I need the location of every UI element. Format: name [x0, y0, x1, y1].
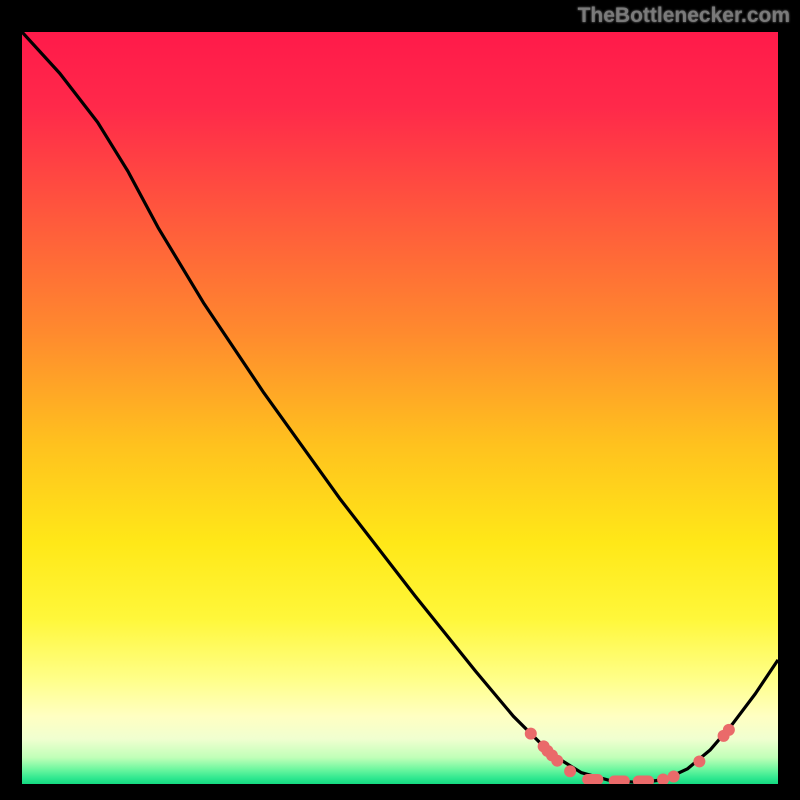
marker-dot-11 — [693, 755, 705, 767]
marker-dot-10 — [668, 770, 680, 782]
marker-dot-3 — [546, 749, 558, 761]
chart-plot-area — [22, 32, 778, 784]
marker-dot-1 — [538, 740, 550, 752]
chart-curve-layer — [22, 32, 778, 784]
marker-dot-13 — [723, 724, 735, 736]
marker-pill-8 — [633, 775, 654, 784]
curve-path — [22, 32, 778, 783]
marker-pill-6 — [582, 774, 603, 784]
marker-pill-7 — [609, 775, 630, 784]
marker-dot-4 — [551, 755, 563, 767]
attribution-text: TheBottlenecker.com — [578, 4, 790, 28]
marker-dot-0 — [525, 728, 537, 740]
marker-dot-9 — [657, 773, 669, 784]
marker-dot-2 — [541, 745, 553, 757]
marker-dot-5 — [564, 765, 576, 777]
marker-dot-12 — [718, 730, 730, 742]
